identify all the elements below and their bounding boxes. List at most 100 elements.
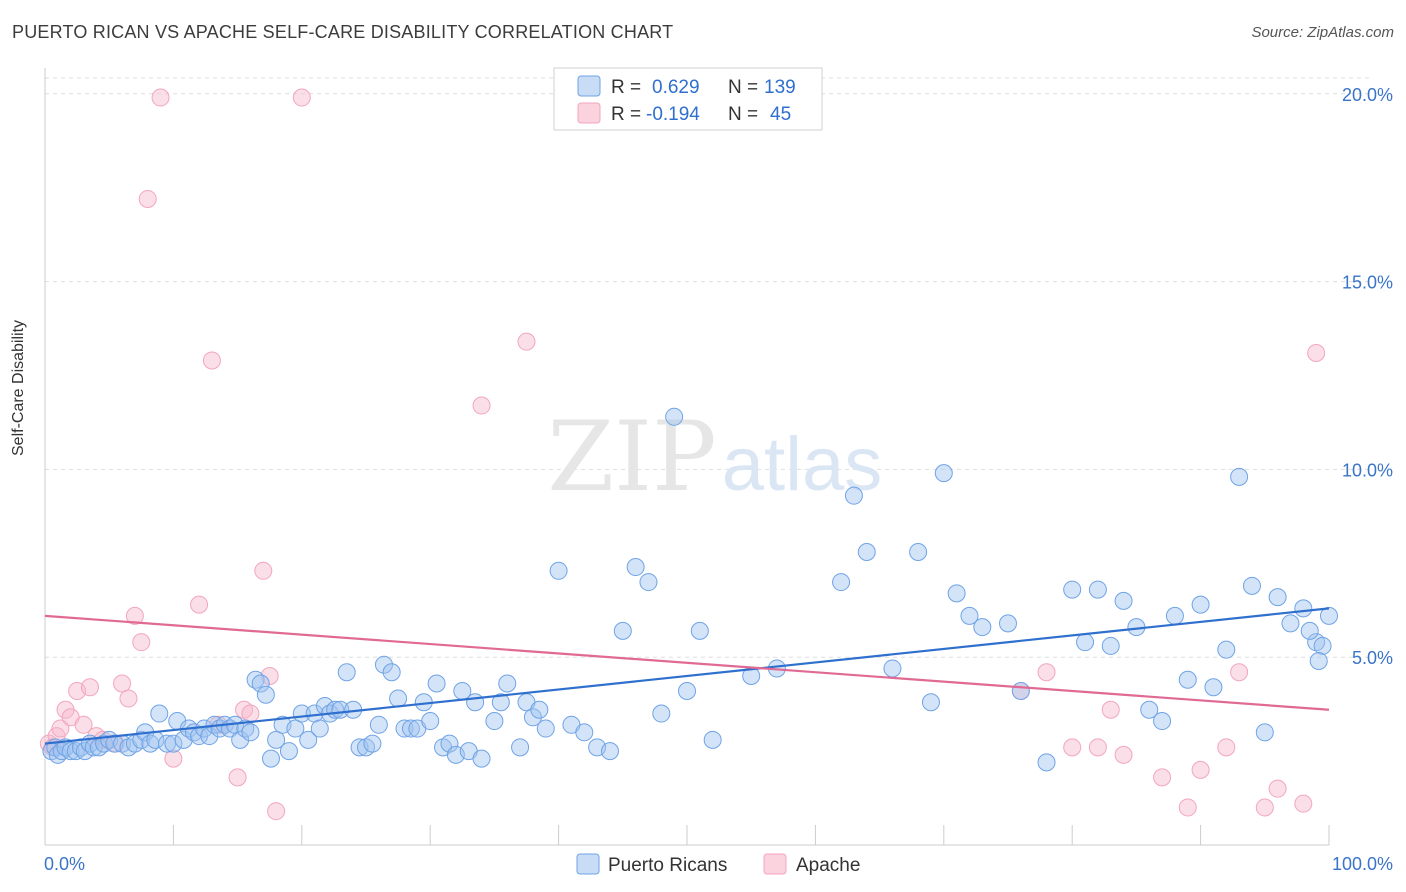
puerto-rican-point-56	[337, 663, 356, 682]
legend-n-value-1: 139	[764, 77, 796, 98]
puerto-rican-point-121	[1153, 712, 1172, 731]
puerto-rican-point-91	[613, 621, 632, 640]
legend-n-label-1: N =	[728, 77, 758, 98]
puerto-rican-point-128	[1242, 576, 1261, 595]
apache-point-26	[260, 666, 279, 685]
apache-point-20	[202, 351, 221, 370]
puerto-rican-point-31	[200, 727, 219, 746]
apache-point-40	[1217, 738, 1236, 757]
watermark: ZIP atlas	[547, 401, 882, 513]
apache-point-12	[113, 674, 132, 693]
puerto-rican-point-109	[960, 606, 979, 625]
puerto-rican-point-84	[530, 700, 549, 719]
puerto-rican-point-26	[174, 730, 193, 749]
puerto-rican-point-94	[652, 704, 671, 723]
y-tick-label-3: 20.0%	[1342, 85, 1393, 105]
puerto-rican-point-114	[1063, 580, 1082, 599]
y-tick-label-2: 15.0%	[1342, 273, 1393, 293]
puerto-rican-point-112	[1011, 682, 1030, 700]
puerto-rican-point-125	[1204, 678, 1223, 697]
puerto-rican-point-131	[1281, 614, 1300, 633]
puerto-rican-point-61	[369, 715, 388, 734]
puerto-rican-point-126	[1217, 640, 1236, 659]
puerto-rican-point-44	[267, 730, 286, 749]
trend-lines	[44, 607, 1330, 745]
puerto-rican-point-79	[491, 693, 510, 712]
apache-point-33	[1063, 738, 1082, 757]
apache-point-14	[125, 606, 144, 625]
puerto-rican-point-122	[1165, 606, 1184, 625]
puerto-rican-point-124	[1191, 595, 1210, 614]
puerto-rican-point-85	[536, 719, 555, 738]
apache-point-13	[119, 689, 138, 708]
puerto-rican-point-39	[241, 723, 260, 742]
puerto-rican-point-63	[382, 663, 401, 682]
bottom-legend-swatch-pink	[763, 853, 787, 875]
grid-lines	[45, 77, 1369, 658]
puerto-rican-point-106	[921, 693, 940, 712]
puerto-rican-point-107	[934, 464, 953, 483]
bottom-legend-swatch-blue	[576, 853, 600, 875]
puerto-rican-point-46	[279, 742, 298, 761]
puerto-rican-point-104	[883, 659, 902, 678]
apache-point-19	[190, 595, 209, 614]
puerto-rican-point-135	[1320, 606, 1338, 625]
puerto-rican-point-62	[374, 655, 393, 674]
apache-point-27	[267, 802, 286, 821]
puerto-rican-point-117	[1101, 636, 1120, 655]
watermark-atlas: atlas	[722, 422, 883, 507]
legend-swatch-blue	[577, 75, 601, 97]
apache-point-36	[1114, 745, 1133, 764]
bottom-legend-label-pink: Apache	[796, 855, 860, 876]
puerto-rican-point-65	[395, 719, 414, 738]
apache-point-29	[472, 396, 491, 415]
puerto-rican-point-118	[1114, 591, 1133, 610]
legend-r-label-1: R =	[611, 77, 641, 98]
apache-point-28	[292, 88, 311, 107]
puerto-rican-point-5	[61, 742, 80, 761]
apache-point-43	[1268, 779, 1287, 798]
puerto-rican-point-95	[665, 407, 684, 426]
puerto-rican-point-83	[523, 708, 542, 727]
apache-point-22	[228, 768, 247, 787]
puerto-rican-point-92	[626, 558, 645, 577]
legend-box: R = 0.629 N = 139 R = -0.194 N = 45	[553, 67, 823, 131]
puerto-rican-point-111	[999, 614, 1017, 633]
apache-point-16	[138, 189, 157, 208]
puerto-rican-point-103	[857, 543, 876, 562]
apache-point-30	[517, 332, 536, 351]
apache-point-7	[74, 715, 93, 734]
puerto-rican-point-42	[256, 685, 275, 704]
legend-r-value-1: 0.629	[652, 77, 700, 98]
puerto-rican-point-69	[421, 712, 440, 731]
puerto-rican-point-24	[164, 734, 183, 753]
bottom-legend-label-blue: Puerto Ricans	[608, 855, 727, 876]
puerto-rican-point-41	[251, 674, 270, 693]
puerto-rican-point-49	[299, 730, 318, 749]
puerto-rican-point-136	[1300, 621, 1319, 640]
puerto-rican-point-22	[150, 704, 169, 723]
puerto-rican-point-43	[261, 749, 280, 768]
apache-point-45	[1307, 343, 1326, 362]
puerto-rican-point-137	[1309, 651, 1328, 670]
puerto-rican-point-96	[678, 682, 696, 700]
puerto-rican-point-90	[600, 742, 619, 761]
apache-point-32	[1037, 663, 1056, 682]
x-tick-label-0: 0.0%	[44, 854, 85, 874]
legend-r-label-2: R =	[611, 104, 641, 125]
puerto-rican-point-78	[485, 712, 504, 731]
apache-point-37	[1153, 768, 1172, 787]
apache-point-25	[254, 561, 273, 580]
apache-point-8	[80, 678, 99, 697]
apache-point-39	[1191, 760, 1210, 779]
apache-point-3	[51, 719, 70, 738]
puerto-rican-point-76	[466, 693, 485, 712]
puerto-rican-point-97	[690, 621, 709, 640]
puerto-rican-point-80	[498, 674, 517, 693]
puerto-rican-point-37	[231, 730, 250, 749]
legend-n-label-2: N =	[728, 104, 758, 125]
apache-point-18	[164, 749, 183, 768]
apache-point-24	[241, 704, 260, 723]
puerto-rican-point-115	[1076, 633, 1095, 652]
